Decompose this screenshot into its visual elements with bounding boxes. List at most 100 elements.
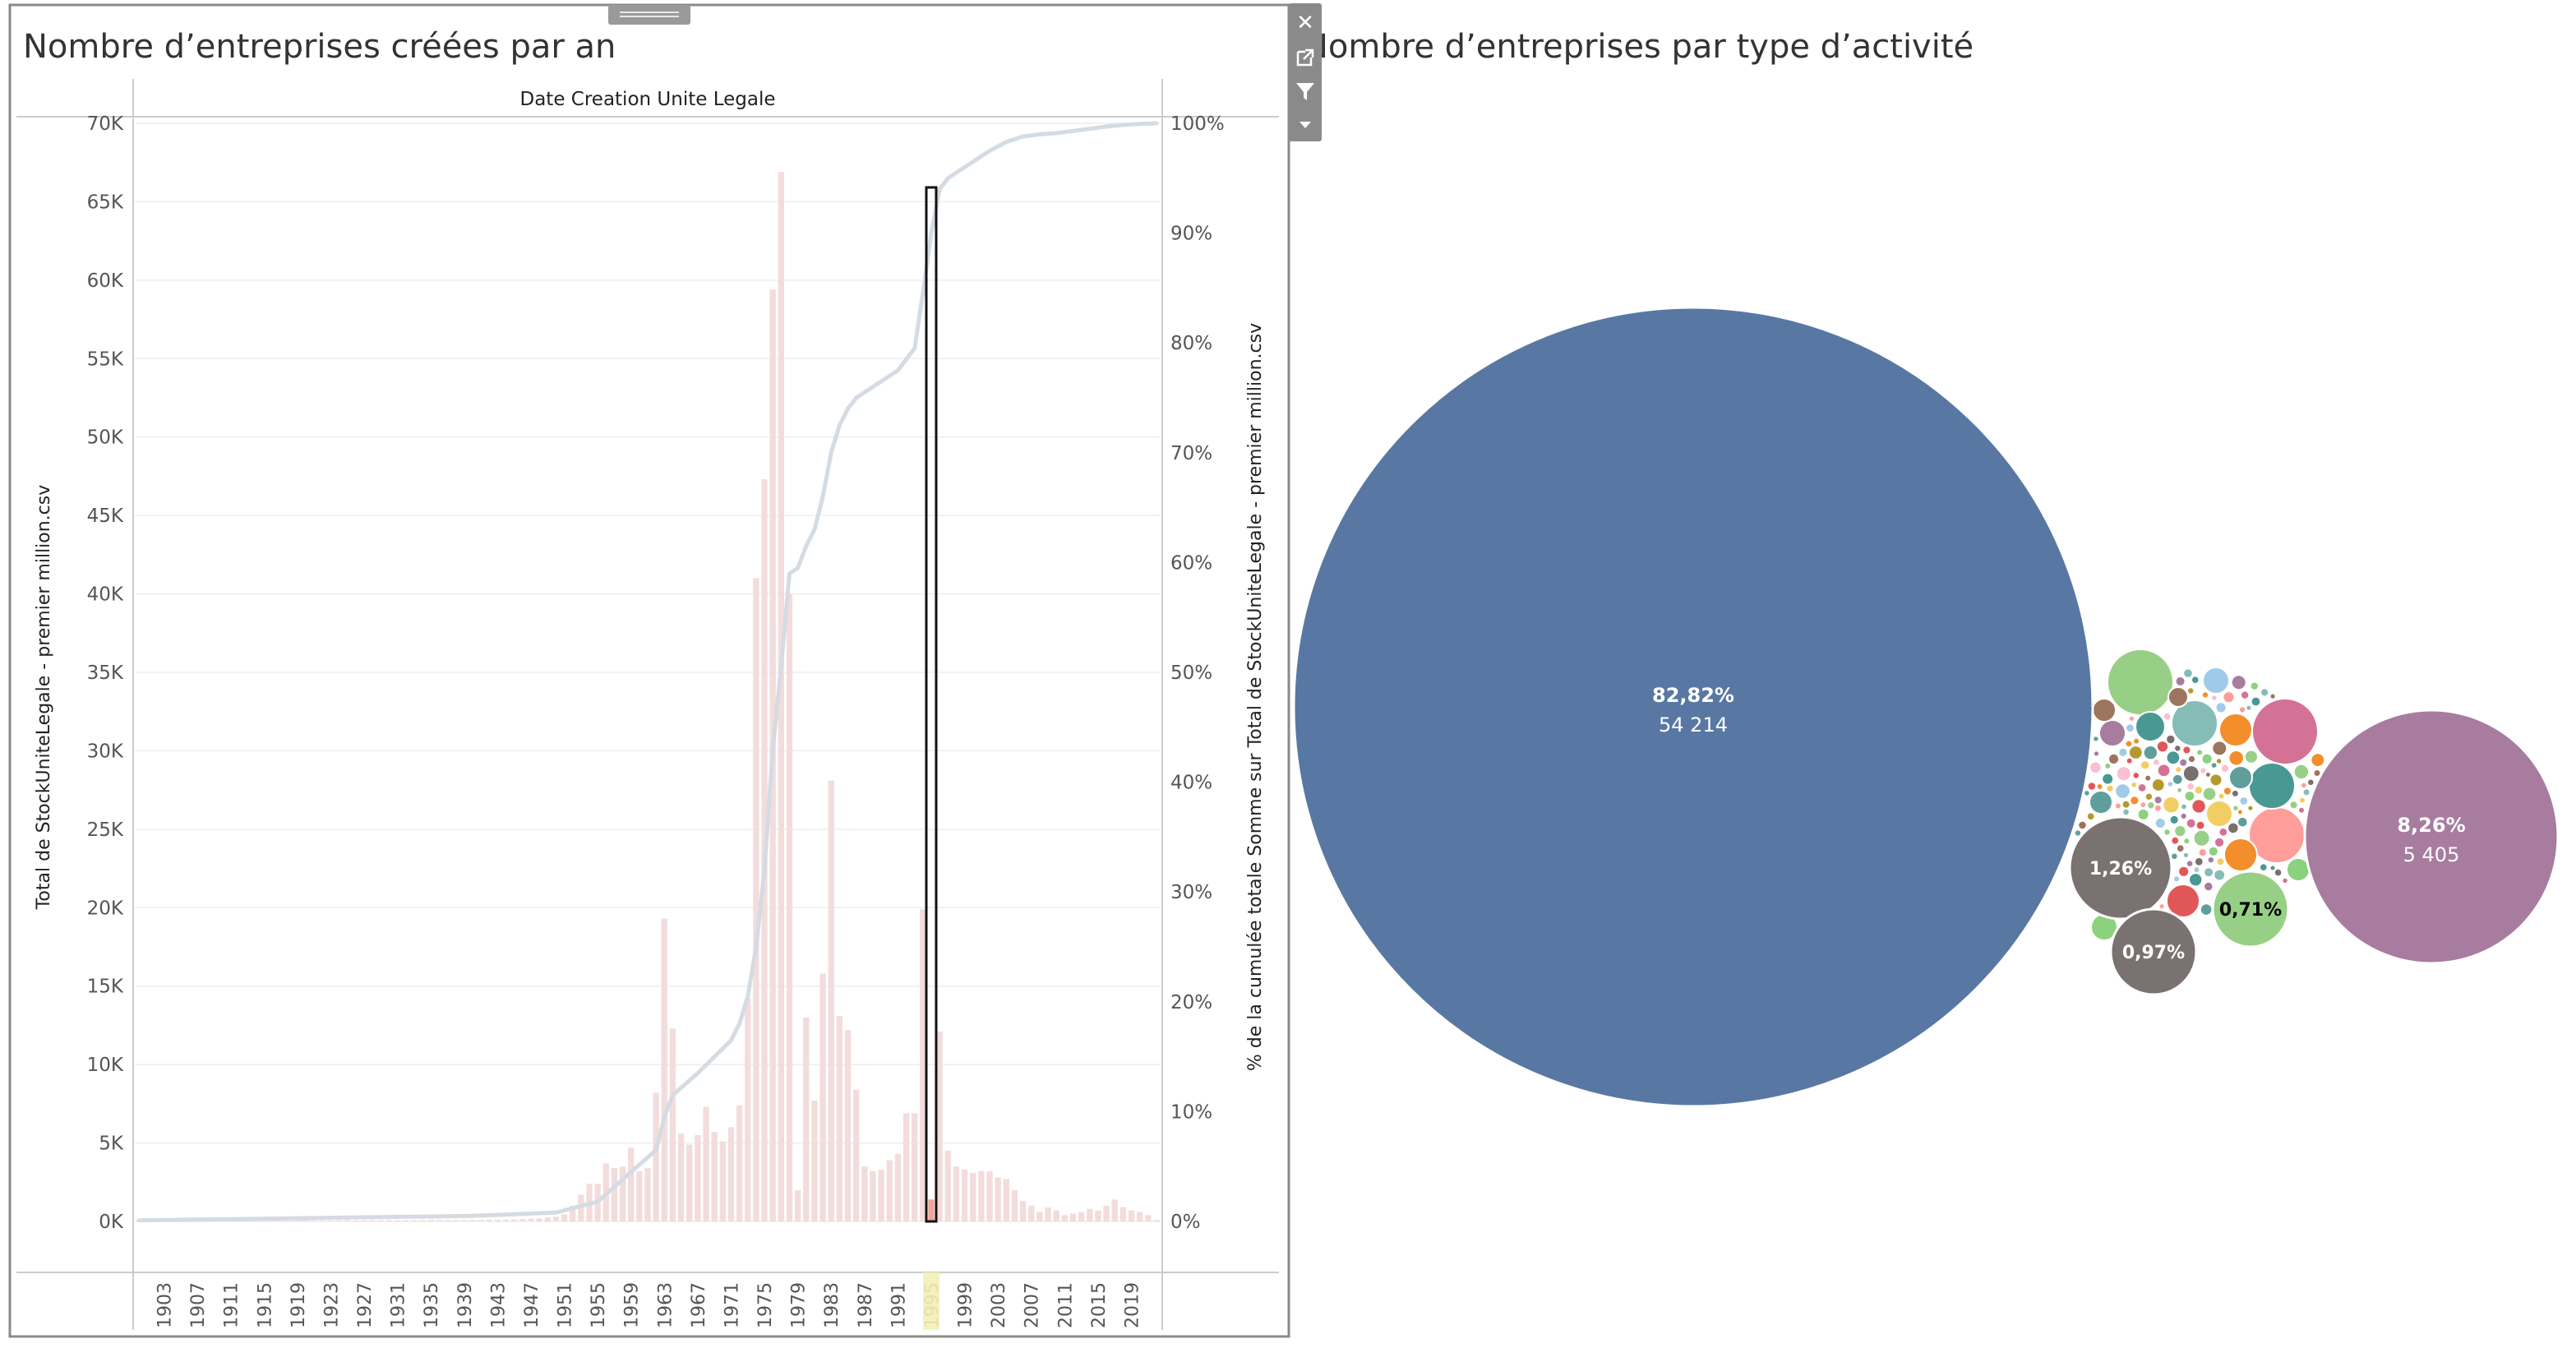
- bubble-small[interactable]: [2086, 812, 2095, 821]
- bar[interactable]: [903, 1113, 910, 1221]
- bubble-small[interactable]: [2093, 750, 2100, 757]
- bubble-small[interactable]: [2186, 860, 2194, 867]
- bubble-small[interactable]: [2194, 856, 2204, 866]
- bar[interactable]: [403, 1220, 409, 1221]
- bubble-small[interactable]: [2186, 818, 2196, 829]
- bubble-small[interactable]: [2237, 809, 2243, 815]
- bar[interactable]: [819, 973, 826, 1221]
- bubble-small[interactable]: [2171, 852, 2178, 861]
- bar[interactable]: [1019, 1201, 1027, 1221]
- bubble-medium[interactable]: [2248, 762, 2296, 810]
- bubble-medium[interactable]: [2167, 686, 2189, 708]
- bubble-medium[interactable]: [2092, 698, 2117, 722]
- bubble-small[interactable]: [2176, 844, 2185, 852]
- bar[interactable]: [1036, 1212, 1043, 1221]
- bubble-small[interactable]: [2182, 746, 2191, 755]
- bubble-small[interactable]: [2157, 764, 2171, 778]
- bubble-small[interactable]: [2208, 846, 2218, 857]
- bubble-small[interactable]: [2260, 863, 2268, 871]
- bubble-small[interactable]: [2293, 764, 2310, 780]
- bubble-small[interactable]: [2166, 734, 2176, 745]
- bubble-small[interactable]: [2307, 778, 2315, 787]
- bubble-small[interactable]: [2250, 681, 2260, 690]
- bubble-small[interactable]: [2140, 760, 2150, 770]
- bubble-small[interactable]: [2174, 824, 2186, 838]
- bubble-medium[interactable]: [2202, 667, 2230, 695]
- bubble-small[interactable]: [2144, 792, 2154, 801]
- bar[interactable]: [995, 1177, 1001, 1221]
- bubble-small[interactable]: [2216, 857, 2225, 866]
- bubble-small[interactable]: [2154, 818, 2166, 829]
- bubble-small[interactable]: [2210, 762, 2218, 769]
- bar[interactable]: [711, 1132, 718, 1221]
- bar[interactable]: [436, 1220, 442, 1221]
- bubble-small[interactable]: [2144, 774, 2152, 782]
- bubble-small[interactable]: [2187, 755, 2196, 764]
- bubble-small[interactable]: [2241, 690, 2250, 699]
- bubble-small[interactable]: [2289, 801, 2298, 810]
- bubble-small[interactable]: [2089, 761, 2102, 774]
- bar[interactable]: [794, 1189, 801, 1221]
- bubble-medium[interactable]: [2218, 713, 2253, 747]
- bar[interactable]: [478, 1220, 484, 1221]
- bubble-small[interactable]: [2156, 741, 2169, 753]
- bubble-small[interactable]: [2137, 808, 2149, 820]
- bar[interactable]: [1069, 1213, 1077, 1221]
- bubble-small[interactable]: [2202, 787, 2217, 801]
- bar[interactable]: [920, 909, 926, 1221]
- bubble-small[interactable]: [2207, 856, 2215, 864]
- bubble-small[interactable]: [2131, 781, 2138, 788]
- bubble-small[interactable]: [2163, 829, 2171, 836]
- bubble-medium[interactable]: [2251, 698, 2319, 765]
- bubble-medium[interactable]: [2135, 711, 2166, 742]
- close-icon[interactable]: ✕: [1296, 11, 1314, 35]
- bubble-small[interactable]: [2269, 693, 2276, 699]
- bar[interactable]: [486, 1220, 492, 1221]
- bubble-small[interactable]: [2228, 750, 2244, 766]
- bubble-small[interactable]: [2133, 737, 2140, 745]
- bubble-small[interactable]: [2244, 750, 2258, 764]
- bubble-small[interactable]: [2223, 787, 2232, 796]
- bar[interactable]: [778, 172, 784, 1221]
- bubble-small[interactable]: [2231, 789, 2239, 797]
- bubble-small[interactable]: [2137, 783, 2147, 792]
- bar[interactable]: [461, 1220, 468, 1221]
- bubble-small[interactable]: [2187, 687, 2195, 695]
- bar[interactable]: [978, 1170, 985, 1221]
- bubble-small[interactable]: [2191, 676, 2200, 685]
- bar[interactable]: [695, 1135, 701, 1221]
- bubble-small[interactable]: [2200, 903, 2213, 916]
- bubble-small[interactable]: [2171, 836, 2180, 845]
- bubble-small[interactable]: [2118, 747, 2128, 758]
- bubble-small[interactable]: [2215, 758, 2223, 764]
- bubble-small[interactable]: [2087, 782, 2097, 791]
- bubble-small[interactable]: [2196, 749, 2204, 756]
- bubble-small[interactable]: [2200, 767, 2207, 774]
- bar[interactable]: [1119, 1207, 1126, 1221]
- bubble-small[interactable]: [2181, 803, 2187, 810]
- bubble-small[interactable]: [2247, 805, 2254, 811]
- bar[interactable]: [552, 1216, 560, 1221]
- bubble-small[interactable]: [2106, 784, 2114, 792]
- bar[interactable]: [669, 1028, 676, 1221]
- bubble-small[interactable]: [2198, 848, 2207, 857]
- bubble-small[interactable]: [2177, 787, 2183, 793]
- bar[interactable]: [1011, 1189, 1018, 1221]
- bubble-small[interactable]: [2204, 772, 2211, 778]
- bubble-small[interactable]: [2084, 790, 2090, 796]
- bubble-small[interactable]: [2128, 715, 2135, 722]
- bar[interactable]: [1128, 1210, 1135, 1221]
- bar[interactable]: [936, 1032, 943, 1221]
- bar[interactable]: [411, 1220, 418, 1221]
- bar[interactable]: [1045, 1207, 1051, 1221]
- bubble-small[interactable]: [2153, 759, 2160, 766]
- bar[interactable]: [1136, 1212, 1143, 1221]
- bubble-small[interactable]: [2231, 675, 2246, 690]
- bubble-small[interactable]: [2108, 753, 2120, 765]
- bubble-small[interactable]: [2126, 757, 2133, 764]
- bar[interactable]: [1028, 1205, 1035, 1221]
- bar[interactable]: [719, 1141, 726, 1221]
- bubble-small[interactable]: [2191, 799, 2206, 814]
- bubble-medium[interactable]: [2089, 790, 2113, 815]
- bubble[interactable]: [2211, 870, 2290, 949]
